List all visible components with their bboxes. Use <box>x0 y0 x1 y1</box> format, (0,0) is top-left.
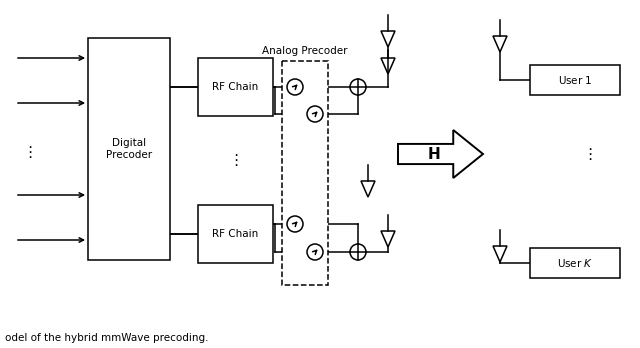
Text: RF Chain: RF Chain <box>212 82 259 92</box>
Text: ⋮: ⋮ <box>582 148 598 163</box>
Bar <box>88 38 170 260</box>
Text: $\mathbf{H}$: $\mathbf{H}$ <box>427 146 440 162</box>
Text: Analog Precoder: Analog Precoder <box>262 46 348 56</box>
Circle shape <box>350 79 366 95</box>
Text: ⋮: ⋮ <box>22 144 38 159</box>
Bar <box>198 205 273 263</box>
Text: Digital
Precoder: Digital Precoder <box>106 138 152 160</box>
Bar <box>530 248 620 278</box>
Text: RF Chain: RF Chain <box>212 229 259 239</box>
Text: ⋮: ⋮ <box>228 153 243 168</box>
Bar <box>282 61 328 285</box>
Circle shape <box>307 106 323 122</box>
Bar <box>198 58 273 116</box>
Text: odel of the hybrid mmWave precoding.: odel of the hybrid mmWave precoding. <box>5 333 209 343</box>
Text: User $\mathit{K}$: User $\mathit{K}$ <box>557 257 593 269</box>
Circle shape <box>287 79 303 95</box>
Circle shape <box>287 216 303 232</box>
Bar <box>530 65 620 95</box>
Text: User $\mathit{1}$: User $\mathit{1}$ <box>557 74 592 86</box>
Circle shape <box>350 244 366 260</box>
Circle shape <box>307 244 323 260</box>
